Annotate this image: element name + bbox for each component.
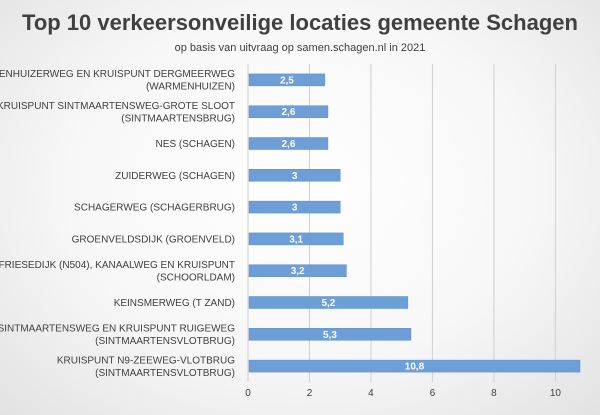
data-label: 2,5	[280, 75, 294, 86]
category-label: ZUIDERWEG (SCHAGEN)	[115, 171, 235, 182]
category-label: (WARMENHUIZEN)	[146, 82, 235, 93]
data-label: 2,6	[282, 139, 296, 150]
category-label: KRUISPUNT SINTMAARTENSWEG-GROTE SLOOT	[0, 101, 235, 112]
data-label: 5,2	[321, 298, 335, 309]
data-label: 3,1	[289, 234, 303, 245]
bar	[248, 264, 347, 277]
data-label: 3	[292, 171, 298, 182]
chart-subtitle: op basis van uitvraag op samen.schagen.n…	[174, 42, 426, 54]
bar	[248, 328, 412, 341]
category-label: GROENVELDSDIJK (GROENVELD)	[72, 234, 235, 245]
category-label: KRUISPUNT N9-ZEEWEG-VLOTBRUG	[57, 355, 235, 366]
bar	[248, 200, 341, 214]
data-label: 10,8	[405, 362, 425, 373]
data-label: 3,2	[291, 266, 305, 277]
bar	[248, 296, 409, 309]
bar	[248, 359, 581, 373]
x-tick-label: 4	[368, 388, 374, 399]
bar	[248, 137, 329, 150]
category-label: (SINTMAARTENSVLOTBRUG)	[95, 368, 235, 379]
chart-title: Top 10 verkeersonveilige locaties gemeen…	[22, 10, 578, 35]
bar	[248, 232, 344, 246]
data-label: 2,6	[282, 107, 296, 118]
category-label: TFRIESEDIJK (N504), KANAALWEG EN KRUISPU…	[0, 260, 235, 271]
category-label: (SCHOORLDAM)	[157, 272, 235, 283]
x-tick-label: 2	[307, 388, 313, 399]
bar	[248, 73, 326, 87]
category-label: SCHAGERWEG (SCHAGERBRUG)	[74, 203, 235, 214]
category-label: (SINTMAARTENSVLOTBRUG)	[95, 336, 235, 347]
category-label: (SINTMAARTENSBRUG)	[121, 113, 235, 124]
category-label: SINTMAARTENSWEG EN KRUISPUNT RUIGEWEG	[0, 324, 235, 335]
x-tick-label: 8	[491, 388, 497, 399]
data-label: 5,3	[323, 330, 337, 341]
data-label: 3	[292, 203, 298, 214]
category-label: KEINSMERWEG (T ZAND)	[114, 298, 235, 309]
bar	[248, 169, 341, 182]
x-tick-label: 6	[430, 388, 436, 399]
category-label: MENHUIZERWEG EN KRUISPUNT DERGMEERWEG	[0, 69, 235, 80]
x-tick-label: 0	[245, 388, 251, 399]
bar	[248, 105, 329, 118]
x-tick-label: 10	[550, 388, 562, 399]
category-label: NES (SCHAGEN)	[156, 139, 235, 150]
